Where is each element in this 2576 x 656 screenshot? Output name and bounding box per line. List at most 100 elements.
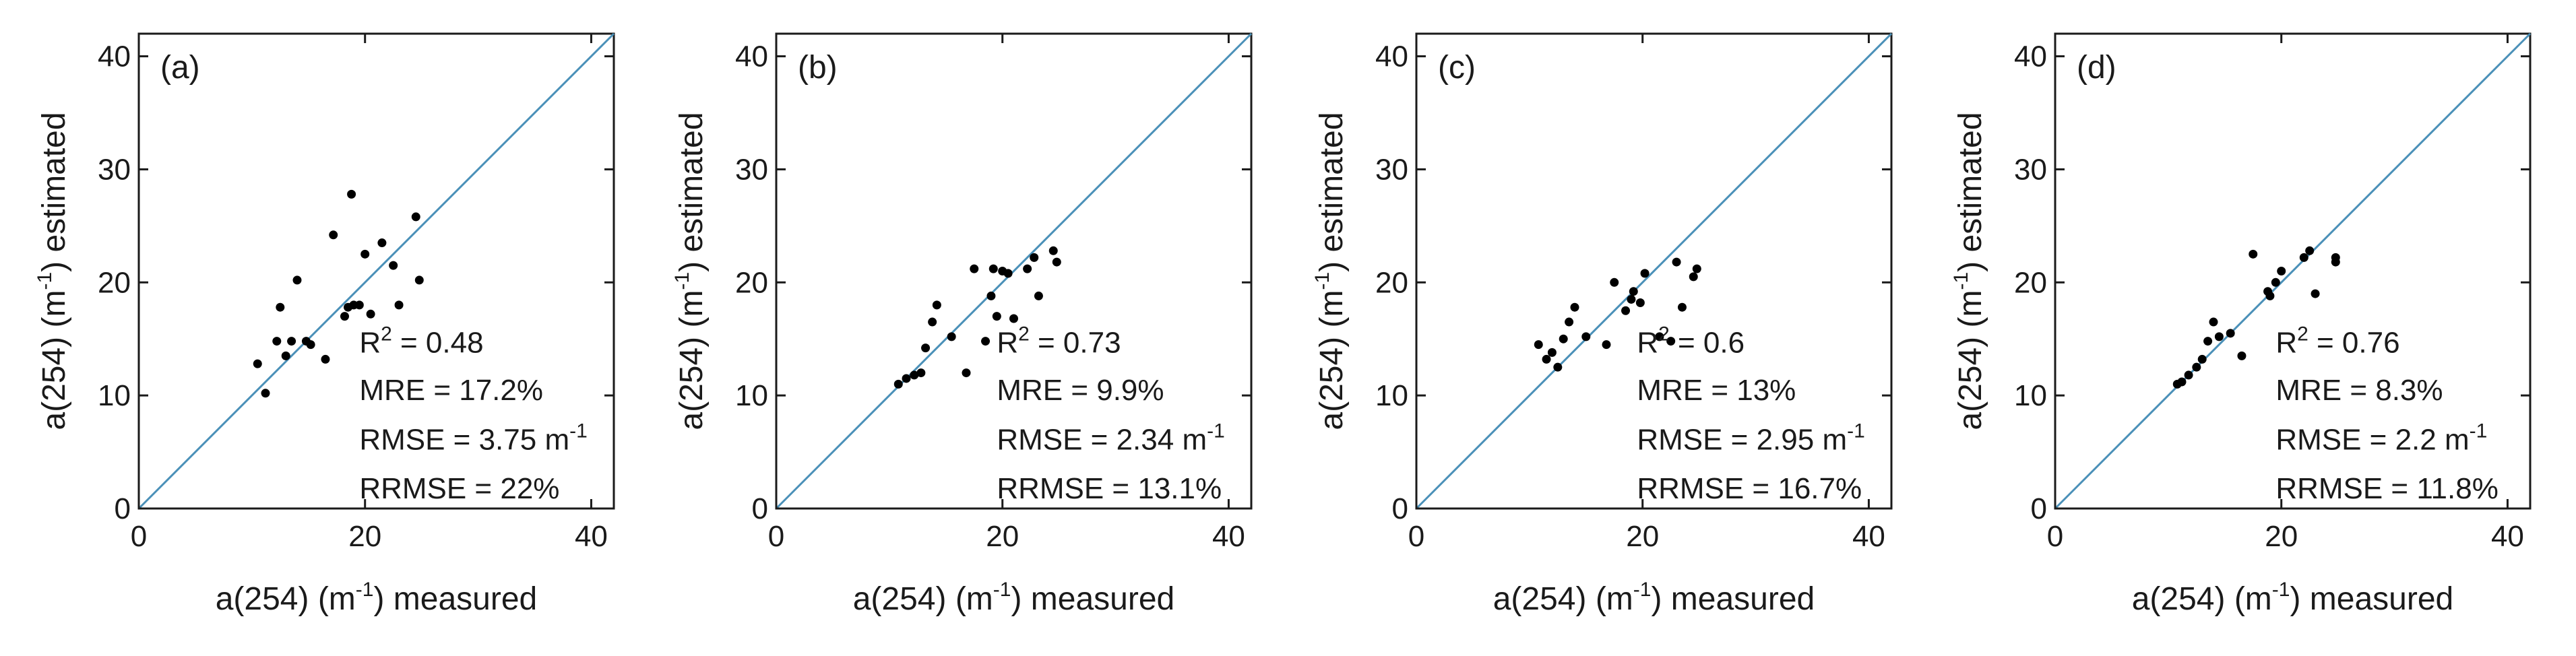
data-point — [1640, 269, 1650, 278]
data-point — [1581, 332, 1591, 341]
data-point — [347, 189, 356, 199]
y-tick-label: 40 — [735, 40, 768, 73]
rmse-label: RMSE = 2.2 m-1 — [2275, 420, 2487, 457]
data-point — [1547, 348, 1557, 357]
one-to-one-line — [775, 32, 1253, 510]
data-point — [1542, 354, 1551, 364]
y-tick-label: 20 — [735, 266, 768, 299]
data-point — [1602, 340, 1611, 350]
data-point — [1629, 287, 1638, 296]
data-point — [2192, 362, 2201, 372]
axes-frame — [2054, 32, 2532, 510]
x-tick-label: 40 — [2491, 520, 2524, 553]
x-axis-label: a(254) (m-1) measured — [1493, 579, 1815, 617]
rrmse-label: RRMSE = 11.8% — [2275, 472, 2499, 505]
mre-label: MRE = 8.3% — [2275, 374, 2443, 407]
data-point — [928, 317, 937, 327]
y-tick-label: 30 — [98, 153, 131, 186]
data-point — [292, 275, 302, 285]
axes-frame — [137, 32, 615, 510]
data-point — [321, 354, 330, 364]
r-squared-label: R2 = 0.73 — [997, 323, 1121, 359]
panel-2: 0 20 40 0 10 20 30 40 (c) R2 = 0.6 MRE = 13% RMSE =… — [1311, 32, 1893, 617]
panel-label: (a) — [160, 50, 200, 86]
mre-label: MRE = 17.2% — [359, 374, 543, 407]
x-axis-label: a(254) (m-1) measured — [2132, 579, 2454, 617]
data-point — [389, 261, 398, 270]
x-tick-label: 0 — [131, 520, 147, 553]
data-point — [414, 275, 424, 285]
rrmse-label: RRMSE = 22% — [359, 472, 559, 505]
data-point — [1627, 294, 1636, 304]
data-point — [287, 337, 296, 346]
data-point — [1009, 314, 1018, 323]
y-axis-label: a(254) (m-1) estimated — [1311, 112, 1350, 430]
rmse-label: RMSE = 2.95 m-1 — [1637, 420, 1864, 457]
data-point — [2226, 329, 2235, 338]
y-axis-label: a(254) (m-1) estimated — [34, 112, 72, 430]
data-point — [1677, 302, 1687, 312]
data-point — [2271, 277, 2280, 287]
panel-3: 0 20 40 0 10 20 30 40 (d) R2 = 0.76 MRE = 8.3% RMSE… — [1950, 32, 2532, 617]
y-tick-label: 40 — [1375, 40, 1408, 73]
data-point — [1621, 306, 1631, 315]
data-point — [1534, 340, 1543, 350]
data-point — [2237, 351, 2247, 360]
data-point — [1553, 362, 1563, 372]
y-axis-label: a(254) (m-1) estimated — [671, 112, 710, 430]
y-tick-label: 10 — [1375, 379, 1408, 412]
data-point — [1003, 269, 1013, 278]
data-point — [992, 312, 1001, 321]
data-point — [340, 312, 349, 321]
x-axis-label: a(254) (m-1) measured — [853, 579, 1175, 617]
data-point — [272, 337, 282, 346]
y-tick-label: 0 — [752, 492, 768, 525]
data-point — [2299, 253, 2308, 262]
y-tick-label: 40 — [98, 40, 131, 73]
data-point — [902, 374, 911, 383]
data-point — [306, 340, 315, 350]
y-tick-label: 0 — [115, 492, 131, 525]
data-point — [1565, 317, 1574, 327]
data-point — [1052, 257, 1061, 267]
x-tick-label: 40 — [1212, 520, 1245, 553]
x-tick-label: 20 — [1626, 520, 1659, 553]
x-tick-label: 0 — [2047, 520, 2063, 553]
data-point — [2203, 337, 2213, 346]
data-point — [1034, 291, 1043, 300]
y-tick-label: 10 — [98, 379, 131, 412]
rrmse-label: RRMSE = 16.7% — [1637, 472, 1862, 505]
data-point — [360, 249, 370, 259]
data-point — [2209, 317, 2218, 327]
data-point — [1610, 277, 1619, 287]
data-point — [1672, 257, 1681, 267]
panel-1: 0 20 40 0 10 20 30 40 (b) R2 = 0.73 MRE = 9.9% RMSE… — [671, 32, 1253, 617]
data-point — [981, 337, 991, 346]
y-tick-label: 20 — [1375, 266, 1408, 299]
x-tick-label: 20 — [348, 520, 381, 553]
y-tick-label: 10 — [2014, 379, 2047, 412]
rmse-label: RMSE = 3.75 m-1 — [359, 420, 587, 457]
axes-frame — [775, 32, 1253, 510]
data-point — [988, 264, 998, 273]
y-tick-label: 40 — [2014, 40, 2047, 73]
x-axis-label: a(254) (m-1) measured — [216, 579, 538, 617]
mre-label: MRE = 13% — [1637, 374, 1796, 407]
y-tick-label: 0 — [1392, 492, 1408, 525]
data-point — [276, 302, 285, 312]
data-point — [411, 212, 420, 222]
data-point — [962, 368, 971, 378]
rrmse-label: RRMSE = 13.1% — [997, 472, 1222, 505]
data-point — [261, 389, 270, 398]
y-axis-label: a(254) (m-1) estimated — [1950, 112, 1988, 430]
axes-frame — [1415, 32, 1893, 510]
data-point — [2184, 370, 2193, 380]
data-point — [970, 264, 979, 273]
data-point — [377, 238, 387, 248]
data-point — [2177, 377, 2187, 387]
data-point — [1030, 253, 1039, 262]
x-tick-label: 20 — [986, 520, 1019, 553]
data-point — [281, 351, 290, 360]
panel-label: (c) — [1438, 50, 1476, 86]
